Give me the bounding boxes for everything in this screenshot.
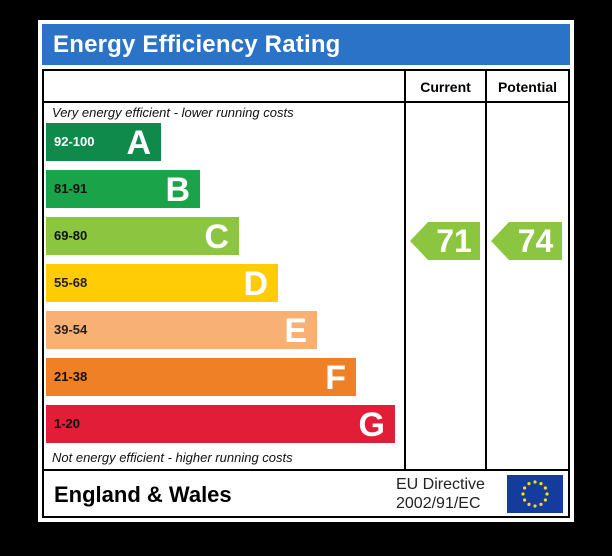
energy-rating-card: Energy Efficiency Rating Current Potenti… — [38, 20, 574, 522]
eu-star — [539, 482, 543, 486]
potential-rating-value: 74 — [517, 223, 554, 259]
potential-column-divider — [485, 69, 487, 471]
potential-rating-arrow: 74 — [491, 222, 562, 260]
eu-star — [523, 498, 527, 502]
band-b: 81-91 B — [46, 170, 200, 209]
band-letter: F — [325, 359, 346, 397]
band-range-label: 92-100 — [54, 134, 95, 149]
title-bar: Energy Efficiency Rating — [42, 24, 570, 65]
frame-left — [42, 69, 44, 518]
band-e: 39-54 E — [46, 311, 317, 350]
band-range-label: 55-68 — [54, 275, 88, 290]
eu-star — [533, 504, 537, 508]
eu-star — [521, 492, 525, 496]
top-note: Very energy efficient - lower running co… — [52, 105, 294, 120]
current-column-header: Current — [420, 79, 471, 95]
eu-star — [523, 486, 527, 490]
directive-line-2: 2002/91/EC — [396, 495, 481, 512]
current-arrow-shape — [410, 222, 480, 260]
band-c: 69-80 C — [46, 217, 239, 256]
band-letter: G — [358, 406, 385, 444]
eu-star — [545, 492, 549, 496]
eu-flag-icon — [507, 475, 563, 513]
chart-title: Energy Efficiency Rating — [53, 31, 341, 58]
band-letter: B — [165, 171, 190, 209]
eu-star — [533, 480, 537, 484]
region-label: England & Wales — [54, 482, 232, 507]
eu-star — [543, 498, 547, 502]
eu-star — [527, 482, 531, 486]
frame-right — [568, 69, 570, 518]
band-letter: E — [284, 312, 307, 350]
eu-directive: EU Directive 2002/91/EC — [396, 475, 485, 513]
band-letter: A — [126, 124, 151, 162]
potential-arrow-shape — [491, 222, 562, 260]
band-range-label: 69-80 — [54, 228, 88, 243]
directive-line-1: EU Directive — [396, 476, 485, 493]
frame-top — [42, 69, 570, 71]
band-g: 1-20 G — [46, 405, 395, 444]
frame-bottom — [42, 516, 570, 518]
band-range-label: 1-20 — [54, 416, 81, 431]
header-divider — [42, 101, 570, 103]
footer-divider — [42, 469, 570, 471]
eu-star — [539, 502, 543, 506]
potential-column-header: Potential — [497, 79, 558, 95]
eu-star — [527, 502, 531, 506]
bottom-note: Not energy efficient - higher running co… — [52, 450, 293, 465]
band-range-label: 81-91 — [54, 181, 88, 196]
band-f: 21-38 F — [46, 358, 356, 397]
band-d: 55-68 D — [46, 264, 278, 303]
band-a: 92-100 A — [46, 123, 161, 162]
eu-star — [543, 486, 547, 490]
band-range-label: 39-54 — [54, 322, 88, 337]
current-rating-arrow: 71 — [410, 222, 480, 260]
current-rating-value: 71 — [436, 223, 472, 259]
band-letter: D — [243, 265, 268, 303]
current-column-divider — [404, 69, 406, 471]
band-range-label: 21-38 — [54, 369, 88, 384]
band-letter: C — [204, 218, 229, 256]
